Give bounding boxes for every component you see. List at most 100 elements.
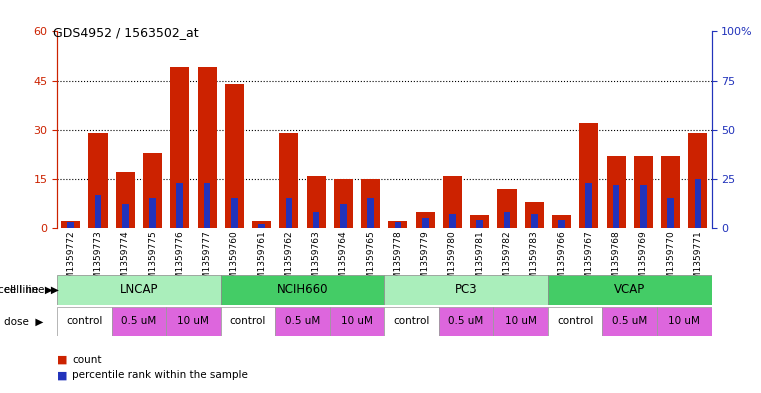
Text: control: control (66, 316, 103, 326)
Text: cell line  ▶: cell line ▶ (4, 285, 59, 295)
Bar (94, 195, 101, 228)
Text: GSM1359770: GSM1359770 (666, 230, 675, 291)
Bar (112, 307, 166, 336)
Bar (388, 221, 407, 228)
Text: GDS4952 / 1563502_at: GDS4952 / 1563502_at (53, 26, 199, 39)
Bar (275, 307, 330, 336)
Bar (116, 172, 135, 228)
Text: GSM1359772: GSM1359772 (66, 230, 75, 291)
Bar (613, 185, 619, 228)
Bar (149, 198, 156, 228)
Bar (493, 307, 548, 336)
Bar (552, 215, 571, 228)
Bar (68, 222, 74, 228)
Bar (476, 220, 483, 228)
Bar (313, 212, 320, 228)
Bar (689, 133, 708, 228)
Text: GSM1359779: GSM1359779 (421, 230, 430, 291)
Bar (384, 275, 548, 305)
Bar (258, 224, 265, 228)
Text: cell line  ▶: cell line ▶ (0, 285, 53, 295)
Text: control: control (393, 316, 430, 326)
Text: count: count (72, 354, 102, 365)
Text: GSM1359771: GSM1359771 (693, 230, 702, 291)
Bar (667, 198, 674, 228)
Bar (57, 275, 221, 305)
Text: GSM1359773: GSM1359773 (94, 230, 103, 291)
Bar (443, 176, 462, 228)
Text: GSM1359761: GSM1359761 (257, 230, 266, 291)
Text: 0.5 uM: 0.5 uM (121, 316, 157, 326)
Text: percentile rank within the sample: percentile rank within the sample (72, 370, 248, 380)
Bar (470, 215, 489, 228)
Text: control: control (557, 316, 594, 326)
Bar (204, 183, 210, 228)
Text: GSM1359760: GSM1359760 (230, 230, 239, 291)
Text: 0.5 uM: 0.5 uM (448, 316, 484, 326)
Text: GSM1359777: GSM1359777 (202, 230, 212, 291)
Bar (88, 133, 107, 228)
Bar (279, 133, 298, 228)
Bar (384, 307, 439, 336)
Bar (221, 275, 384, 305)
Text: 10 uM: 10 uM (505, 316, 537, 326)
Bar (361, 179, 380, 228)
Bar (252, 221, 271, 228)
Bar (603, 307, 657, 336)
Text: ■: ■ (57, 354, 68, 365)
Text: control: control (230, 316, 266, 326)
Bar (657, 307, 712, 336)
Text: GSM1359776: GSM1359776 (175, 230, 184, 291)
Text: GSM1359774: GSM1359774 (121, 230, 129, 291)
Bar (330, 307, 384, 336)
Bar (340, 204, 347, 228)
Text: GSM1359781: GSM1359781 (476, 230, 484, 291)
Bar (231, 198, 237, 228)
Text: ■: ■ (57, 370, 68, 380)
Bar (143, 152, 162, 228)
Text: GSM1359765: GSM1359765 (366, 230, 375, 291)
Bar (548, 275, 712, 305)
Bar (57, 307, 112, 336)
Text: GSM1359766: GSM1359766 (557, 230, 566, 291)
Text: GSM1359780: GSM1359780 (448, 230, 457, 291)
Bar (525, 202, 544, 228)
Text: GSM1359778: GSM1359778 (393, 230, 403, 291)
Bar (661, 156, 680, 228)
Text: LNCAP: LNCAP (119, 283, 158, 296)
Text: VCAP: VCAP (614, 283, 645, 296)
Bar (61, 221, 80, 228)
Bar (585, 183, 592, 228)
Bar (334, 179, 353, 228)
Bar (640, 185, 647, 228)
Text: PC3: PC3 (455, 283, 477, 296)
Text: GSM1359763: GSM1359763 (312, 230, 320, 291)
Text: GSM1359775: GSM1359775 (148, 230, 157, 291)
Text: GSM1359783: GSM1359783 (530, 230, 539, 291)
Bar (548, 307, 603, 336)
Bar (395, 222, 401, 228)
Text: 10 uM: 10 uM (177, 316, 209, 326)
Text: 10 uM: 10 uM (668, 316, 700, 326)
Bar (504, 212, 511, 228)
Bar (198, 68, 217, 228)
Text: GSM1359768: GSM1359768 (612, 230, 620, 291)
Bar (579, 123, 598, 228)
Bar (559, 220, 565, 228)
Bar (449, 214, 456, 228)
Bar (422, 218, 428, 228)
Bar (634, 156, 653, 228)
Bar (607, 156, 626, 228)
Text: GSM1359767: GSM1359767 (584, 230, 594, 291)
Bar (122, 204, 129, 228)
Bar (224, 84, 244, 228)
Bar (166, 307, 221, 336)
Text: GSM1359764: GSM1359764 (339, 230, 348, 291)
Bar (170, 68, 189, 228)
Bar (695, 179, 701, 228)
Bar (439, 307, 493, 336)
Bar (416, 211, 435, 228)
Text: GSM1359782: GSM1359782 (502, 230, 511, 291)
Text: 0.5 uM: 0.5 uM (285, 316, 320, 326)
Bar (531, 214, 537, 228)
